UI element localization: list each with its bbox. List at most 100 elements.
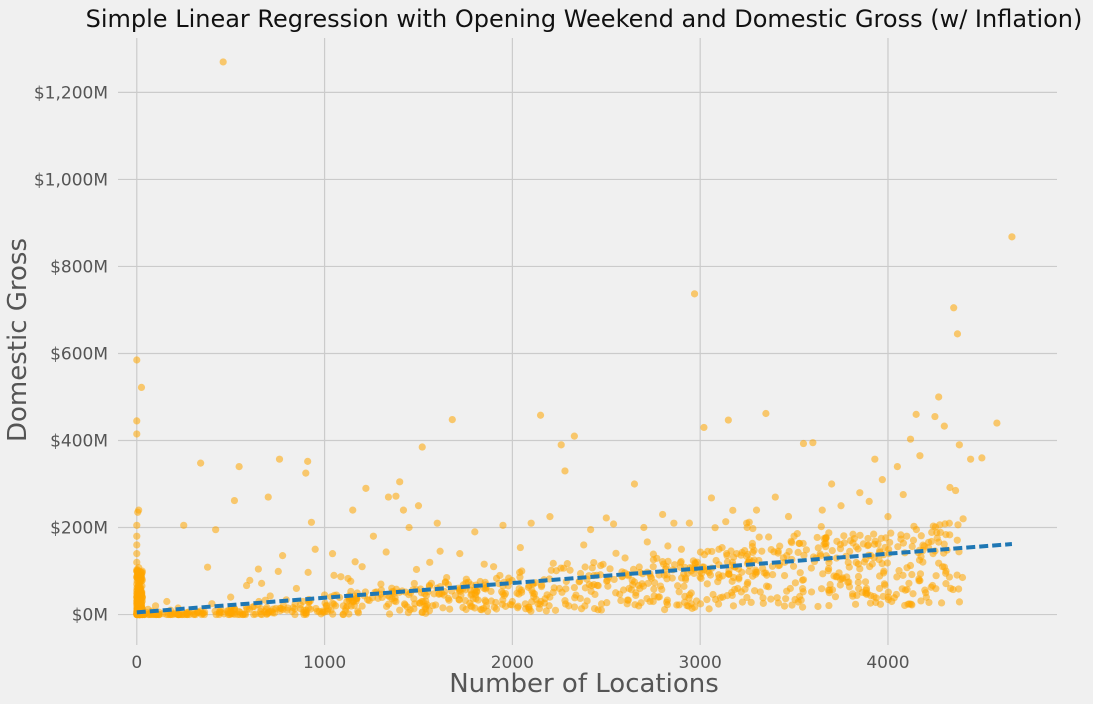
scatter-point <box>257 610 265 618</box>
scatter-point <box>351 558 359 566</box>
scatter-point <box>718 544 726 552</box>
scatter-point <box>828 546 836 555</box>
scatter-point <box>758 547 766 555</box>
x-tick-label: 3000 <box>679 653 722 673</box>
scatter-point <box>304 457 312 465</box>
scatter-point <box>809 439 817 447</box>
scatter-point <box>358 563 366 571</box>
scatter-point <box>597 561 605 570</box>
scatter-point <box>650 592 658 600</box>
scatter-point <box>515 585 523 593</box>
scatter-point <box>563 560 571 568</box>
scatter-point <box>793 530 801 538</box>
scatter-point <box>712 595 720 604</box>
scatter-point <box>955 441 963 449</box>
scatter-point <box>884 513 892 521</box>
scatter-point <box>561 600 570 608</box>
y-axis-ticks: $0M $200M $400M $600M $800M $1,000M $1,200M <box>34 83 108 625</box>
scatter-point <box>958 573 967 582</box>
scatter-point <box>321 599 329 607</box>
scatter-point <box>886 538 894 547</box>
scatter-point <box>765 533 773 541</box>
scatter-point <box>570 583 578 592</box>
y-tick-label: $200M <box>50 519 108 539</box>
scatter-point <box>752 568 760 576</box>
scatter-point <box>649 550 657 558</box>
scatter-point <box>133 521 141 529</box>
scatter-point <box>323 607 332 615</box>
scatter-point <box>903 585 911 594</box>
scatter-point <box>817 585 826 593</box>
scatter-point <box>479 604 488 612</box>
scatter-point <box>800 551 808 559</box>
scatter-point <box>422 597 430 605</box>
scatter-point <box>749 524 757 533</box>
scatter-point <box>580 541 588 549</box>
scatter-point <box>151 602 160 610</box>
scatter-point <box>703 596 711 604</box>
scatter-point <box>545 602 553 610</box>
regression-line-group <box>136 542 1013 615</box>
scatter-point <box>798 603 807 611</box>
scatter-point <box>818 506 826 514</box>
scatter-point <box>782 595 790 603</box>
scatter-point <box>590 558 598 567</box>
regression-line <box>136 542 1013 615</box>
scatter-point <box>780 572 789 580</box>
scatter-point <box>610 575 618 584</box>
scatter-point <box>899 571 907 579</box>
scatter-point <box>561 467 569 475</box>
scatter-point <box>714 578 722 586</box>
scatter-point <box>687 589 695 597</box>
scatter-point <box>894 543 902 551</box>
scatter-point <box>597 600 606 608</box>
scatter-point <box>606 565 614 573</box>
scatter-point <box>876 600 885 608</box>
scatter-point <box>895 567 903 575</box>
scatter-point <box>937 599 946 607</box>
scatter-point <box>909 536 918 544</box>
scatter-point <box>292 584 301 593</box>
scatter-point <box>764 583 773 591</box>
scatter-point <box>279 552 287 560</box>
scatter-point <box>922 593 930 601</box>
scatter-point <box>729 506 737 514</box>
scatter-point <box>134 585 142 594</box>
scatter-point <box>392 492 400 500</box>
scatter-point <box>396 606 404 614</box>
scatter-point <box>933 528 941 537</box>
scatter-point <box>133 541 141 549</box>
scatter-point <box>881 543 889 552</box>
scatter-point <box>796 569 804 577</box>
scatter-point <box>246 576 254 584</box>
scatter-point <box>362 484 370 492</box>
scatter-point <box>822 539 830 548</box>
scatter-point <box>819 570 827 578</box>
scatter-point <box>955 585 963 593</box>
scatter-point <box>664 557 672 565</box>
scatter-point <box>864 534 872 543</box>
scatter-point <box>349 506 357 514</box>
scatter-point <box>799 439 808 448</box>
y-tick-label: $800M <box>50 257 108 277</box>
scatter-point <box>762 409 770 418</box>
scatter-point <box>354 607 362 615</box>
scatter-point <box>831 593 840 601</box>
scatter-point <box>133 430 141 438</box>
chart-title: Simple Linear Regression with Opening We… <box>86 5 1083 33</box>
scatter-point <box>530 590 539 598</box>
scatter-point <box>773 594 781 602</box>
scatter-point <box>472 594 480 603</box>
scatter-point <box>880 569 888 577</box>
scatter-point <box>471 528 479 536</box>
scatter-point <box>787 537 795 545</box>
scatter-point <box>852 558 860 567</box>
scatter-point <box>300 610 308 619</box>
scatter-point <box>587 587 595 595</box>
scatter-point <box>860 558 868 566</box>
scatter-point <box>884 595 892 604</box>
scatter-point <box>516 543 524 552</box>
scatter-point <box>691 559 700 568</box>
y-tick-label: $0M <box>72 606 108 626</box>
